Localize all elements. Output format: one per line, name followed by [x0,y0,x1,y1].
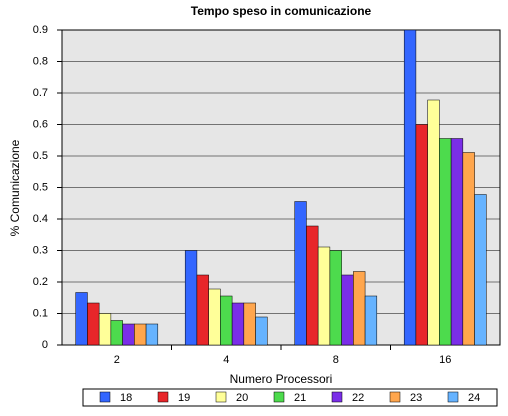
bar [462,152,475,346]
bar [341,274,354,346]
y-tick-label: 0.4 [33,213,48,225]
bar [474,194,487,346]
bar [196,274,209,346]
bar [231,302,245,346]
legend-label: 21 [294,392,306,404]
bar [184,250,198,346]
x-tick-label: 4 [223,354,229,366]
legend [82,388,498,407]
y-tick-label: 0.8 [33,55,48,67]
bar [255,316,268,346]
bar [243,302,256,346]
x-axis-label: Numero Processori [230,372,333,386]
legend-swatch [99,391,111,403]
y-tick-label: 0.2 [33,276,48,288]
bar [364,295,378,346]
bar [87,302,100,346]
bar [415,124,428,346]
legend-swatch [157,391,169,403]
legend-swatch [389,391,401,403]
bar [353,271,366,346]
bar [98,313,112,346]
legend-swatch [447,391,459,403]
bar [145,323,159,346]
y-tick-label: 0.1 [33,307,48,319]
bar [317,246,331,346]
y-tick-label: 0.5 [33,181,48,193]
legend-swatch [215,391,227,403]
bar [122,323,135,346]
bar [134,323,147,346]
legend-swatch [331,391,343,403]
y-tick-label: 0.6 [33,118,48,130]
bar [439,138,452,346]
y-axis-label: % Comunicazione [8,139,22,236]
bar [294,201,307,346]
bar [110,320,123,346]
y-tick-label: 0.7 [33,87,48,99]
legend-label: 22 [352,392,364,404]
bar [450,138,464,346]
x-tick-label: 8 [333,354,339,366]
bar [75,292,88,346]
chart-title: Tempo speso in comunicazione [191,4,372,18]
bar [403,29,417,346]
y-tick-label: 0.3 [33,244,48,256]
x-tick-label: 2 [114,354,120,366]
bar [306,225,319,346]
bar [220,295,233,346]
y-tick-label: 0 [42,339,48,351]
x-tick-label: 16 [439,354,451,366]
bar [208,288,221,346]
y-tick-label: 0.5 [33,150,48,162]
legend-label: 18 [120,392,132,404]
legend-label: 23 [410,392,422,404]
legend-swatch [273,391,285,403]
legend-label: 20 [236,392,248,404]
bar [427,99,440,346]
bar [329,250,342,346]
legend-label: 24 [468,392,480,404]
legend-label: 19 [178,392,190,404]
y-tick-label: 0.9 [33,24,48,36]
